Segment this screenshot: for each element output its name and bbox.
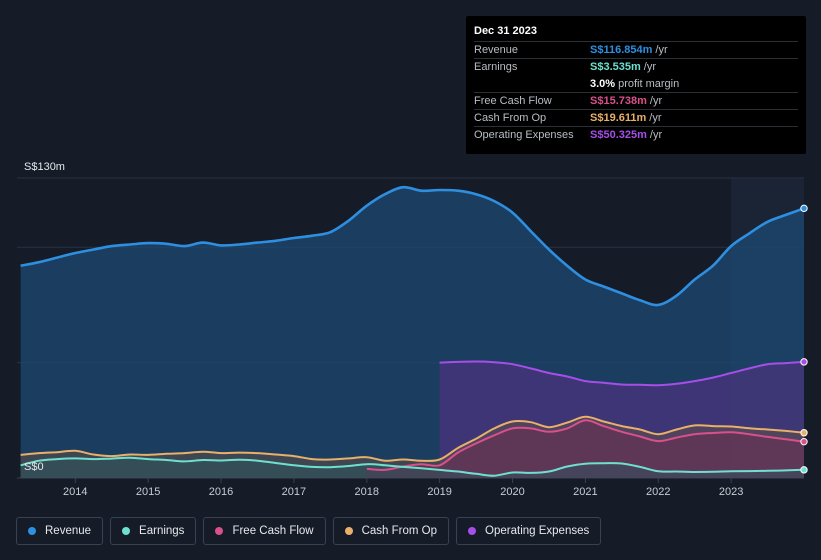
tooltip-row-revenue: Revenue S$116.854m /yr (474, 41, 798, 58)
legend-label: Free Cash Flow (232, 525, 314, 537)
x-axis-ticks: 2014 2015 2016 2017 2018 2019 2020 2021 2022 2023 (63, 478, 743, 498)
tooltip-label: Revenue (474, 44, 519, 56)
legend-dot-icon (468, 527, 477, 535)
legend-dot-icon (122, 527, 131, 535)
legend-item-operating-expenses[interactable]: Operating Expenses (456, 517, 602, 545)
tooltip-label: Free Cash Flow (474, 95, 552, 107)
x-tick-label: 2014 (63, 486, 87, 498)
operating-expenses-endpoint (800, 358, 808, 366)
tooltip-unit: profit margin (618, 77, 680, 90)
tooltip-row-operating-expenses: Operating Expenses S$50.325m /yr (474, 126, 798, 143)
legend-label: Operating Expenses (485, 525, 590, 537)
legend-item-revenue[interactable]: Revenue (16, 517, 104, 545)
legend-dot-icon (28, 527, 36, 535)
legend-label: Earnings (139, 525, 185, 537)
tooltip-label: Earnings (474, 61, 518, 73)
y-axis-bottom-label: S$0 (24, 461, 44, 473)
series-areas (20, 187, 805, 479)
free-cash-flow-line (366, 419, 805, 471)
tooltip-unit: /yr (655, 44, 668, 56)
x-tick-label: 2017 (282, 486, 306, 498)
legend-item-earnings[interactable]: Earnings (110, 517, 197, 545)
tooltip-value: S$19.611m (590, 112, 647, 124)
legend-item-cash-from-op[interactable]: Cash From Op (332, 517, 450, 545)
earnings-line (20, 456, 805, 477)
cash-from-op-endpoint (800, 429, 808, 437)
tooltip-value: 3.0% (590, 77, 616, 90)
x-tick-label: 2015 (136, 486, 160, 498)
tooltip-value: S$116.854m (590, 44, 653, 56)
y-axis-top-label: S$130m (24, 161, 65, 173)
operating-expenses-area (439, 361, 804, 478)
free-cash-flow-endpoint (800, 437, 808, 446)
tooltip-value: S$50.325m (590, 129, 647, 141)
legend-item-free-cash-flow[interactable]: Free Cash Flow (203, 517, 326, 545)
tooltip-value: S$15.738m (590, 95, 647, 107)
x-tick-label: 2018 (355, 486, 379, 498)
revenue-endpoint (800, 204, 808, 213)
x-tick-label: 2022 (646, 486, 670, 498)
tooltip-unit: /yr (649, 95, 663, 107)
tooltip-label: Cash From Op (474, 112, 547, 124)
tooltip-label: Operating Expenses (474, 129, 574, 141)
x-tick-label: 2020 (500, 486, 524, 498)
legend-label: Revenue (45, 525, 92, 537)
tooltip-unit: /yr (649, 112, 662, 124)
x-tick-label: 2021 (573, 486, 597, 498)
chart-legend: Revenue Earnings Free Cash Flow Cash Fro… (16, 517, 602, 545)
tooltip-row-margin: 3.0% profit margin (474, 75, 798, 92)
tooltip-unit: /yr (649, 129, 663, 141)
revenue-line (20, 185, 805, 307)
series-endpoints (800, 204, 808, 474)
x-tick-label: 2023 (719, 486, 743, 498)
tooltip-row-earnings: Earnings S$3.535m /yr (474, 58, 798, 75)
series-lines (20, 185, 805, 477)
tooltip-row-free-cash-flow: Free Cash Flow S$15.738m /yr (474, 92, 798, 109)
operating-expenses-line (439, 360, 805, 387)
tooltip-row-cash-from-op: Cash From Op S$19.611m /yr (474, 109, 798, 126)
x-tick-label: 2019 (427, 486, 451, 498)
cash-from-op-line (20, 415, 805, 462)
earnings-endpoint (800, 466, 808, 474)
tooltip-unit: /yr (643, 61, 656, 73)
legend-dot-icon (215, 527, 224, 535)
legend-dot-icon (344, 527, 353, 535)
tooltip-panel: Dec 31 2023 Revenue S$116.854m /yr Earni… (466, 16, 806, 154)
tooltip-date: Dec 31 2023 (474, 25, 537, 37)
tooltip-value: S$3.535m (590, 61, 641, 73)
legend-label: Cash From Op (361, 525, 438, 537)
x-tick-label: 2016 (209, 486, 233, 498)
